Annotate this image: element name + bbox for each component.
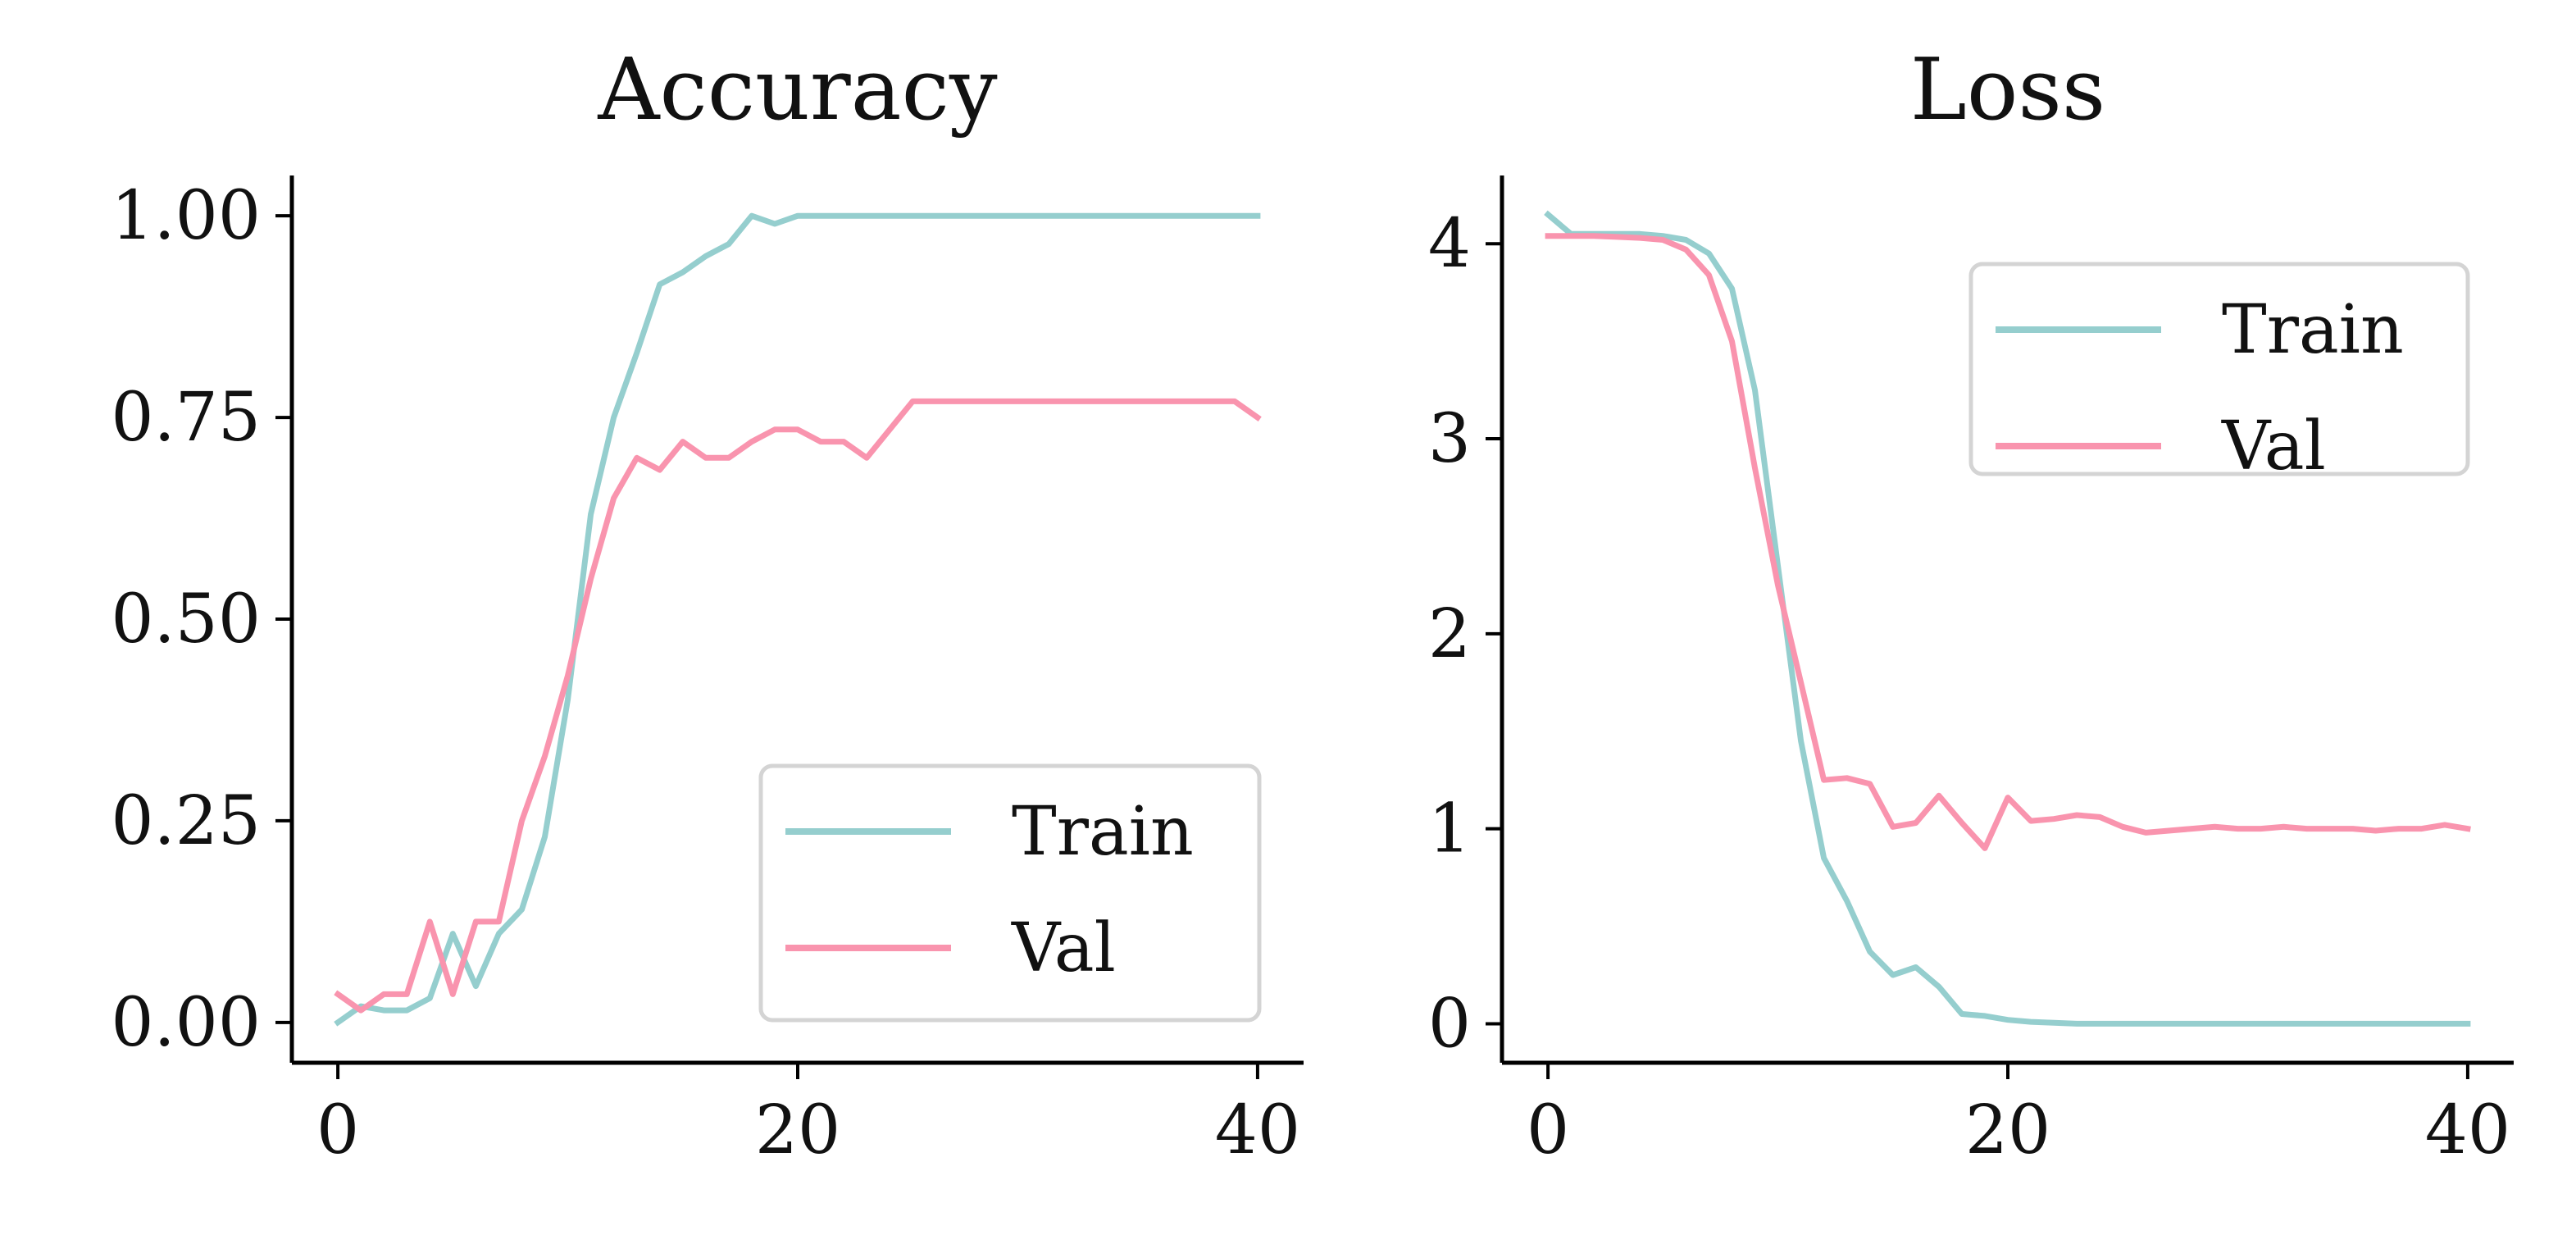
y-tick-label: 1.00 (111, 177, 261, 255)
series-line-val (334, 398, 1262, 1014)
chart-title: Accuracy (597, 39, 998, 139)
legend-label-val: Val (2221, 408, 2326, 485)
legend-box (1968, 262, 2470, 476)
legend-label-train: Train (2222, 291, 2404, 369)
y-tick-label: 0.00 (111, 984, 261, 1062)
y-tick-label: 0.25 (111, 782, 261, 860)
y-tick-label: 2 (1428, 595, 1471, 673)
chart-title: Loss (1910, 39, 2105, 139)
x-tick-label: 20 (1965, 1091, 2050, 1169)
x-tick-label: 40 (2425, 1091, 2510, 1169)
y-tick-label: 4 (1428, 205, 1471, 283)
loss-panel: Loss 0 20 40 0 1 2 3 4 Train Val (1428, 39, 2514, 1169)
legend-label-val: Val (1011, 909, 1116, 987)
series-line-train (1544, 210, 2471, 1027)
accuracy-panel: Accuracy 0 20 40 0.00 0.25 0.50 0.75 1.00 Train Va… (111, 39, 1304, 1169)
x-tick-label: 40 (1215, 1091, 1300, 1169)
x-tick-label: 20 (755, 1091, 840, 1169)
legend-label-train: Train (1012, 793, 1194, 871)
legend: Train Val (1968, 262, 2470, 485)
y-tick-label: 3 (1428, 400, 1471, 478)
x-tick-label: 0 (316, 1091, 359, 1169)
series-line-val (1545, 233, 2471, 851)
y-tick-label: 0.50 (111, 581, 261, 658)
y-tick-label: 0.75 (111, 379, 261, 457)
y-tick-label: 0 (1428, 985, 1471, 1063)
series-line-train (334, 212, 1261, 1027)
y-tick-label: 1 (1428, 791, 1471, 868)
x-tick-label: 0 (1527, 1091, 1569, 1169)
legend: Train Val (758, 763, 1262, 1023)
